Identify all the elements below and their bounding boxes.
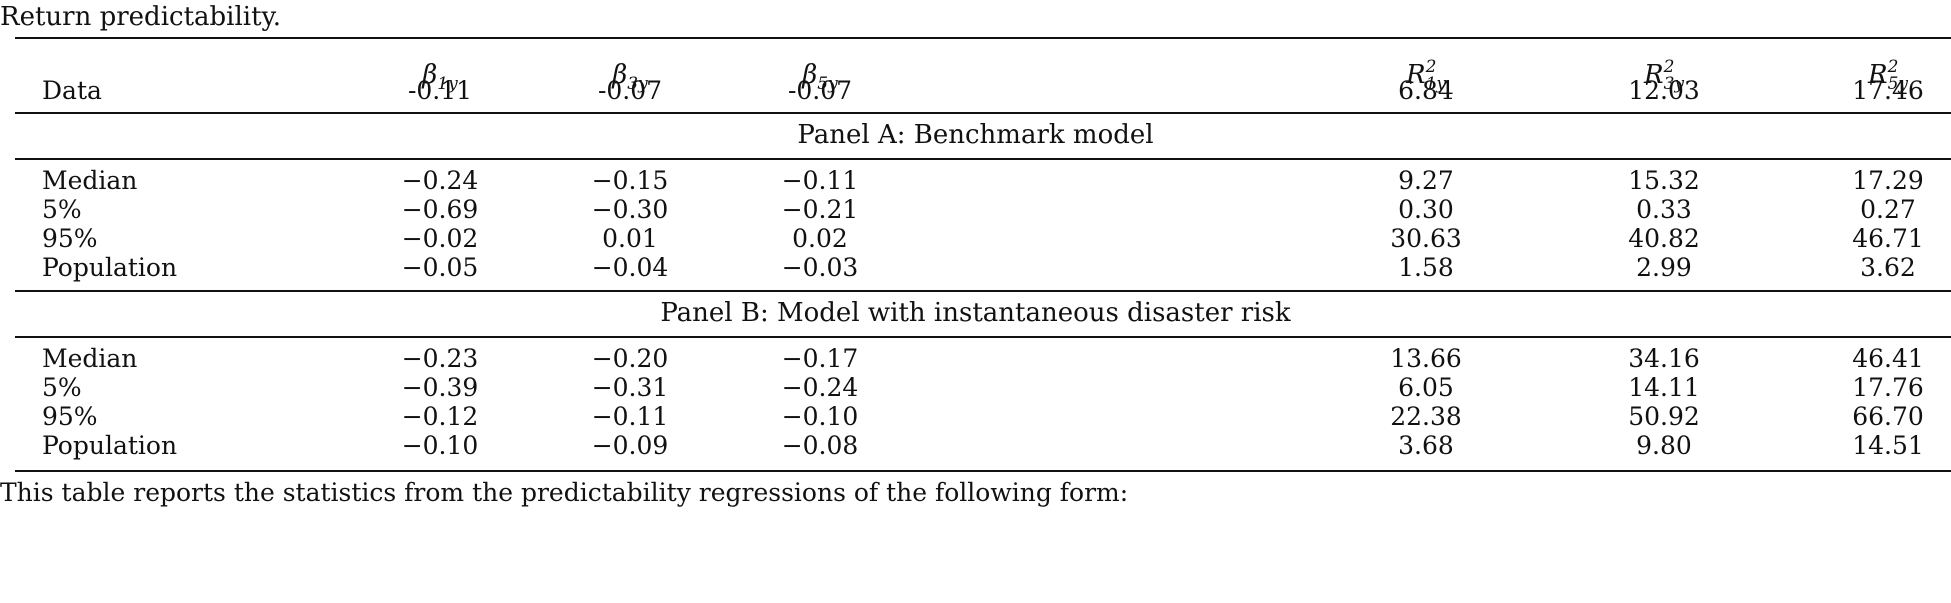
table-row: 5% −0.39 −0.31 −0.24 6.05 14.11 17.76 (0, 370, 1951, 406)
data-row: Data -0.11 -0.07 -0.07 6.84 12.03 17.46 (0, 73, 1951, 109)
table-cell: 1.58 (1398, 253, 1454, 282)
bottom-rule (15, 470, 1951, 472)
table-cell: −0.21 (781, 195, 859, 224)
table-cell: 9.80 (1636, 431, 1692, 460)
header-beta-3y: β3y (612, 60, 648, 95)
table-caption: Return predictability. (0, 2, 282, 32)
header-r2-3y: R 2 3y (1644, 57, 1684, 94)
table-cell: 50.92 (1628, 402, 1700, 431)
row-label: Population (42, 253, 178, 282)
rule-panel-a (15, 158, 1951, 160)
table-row: Population −0.10 −0.09 −0.08 3.68 9.80 1… (0, 428, 1951, 464)
table-cell: -0.11 (407, 76, 473, 105)
table-cell: -0.07 (787, 76, 853, 105)
table-cell: 6.05 (1398, 373, 1454, 402)
table-cell: −0.12 (401, 402, 479, 431)
panel-b-title: Panel B: Model with instantaneous disast… (660, 298, 1291, 328)
table-cell: 6.84 (1398, 76, 1454, 105)
panel-a-title: Panel A: Benchmark model (797, 120, 1154, 150)
table-cell: 40.82 (1628, 224, 1700, 253)
table-row: 5% −0.69 −0.30 −0.21 0.30 0.33 0.27 (0, 192, 1951, 228)
table-cell: −0.17 (781, 344, 859, 373)
table-cell: 9.27 (1398, 166, 1454, 195)
table-cell: −0.10 (401, 431, 479, 460)
row-label: Median (42, 166, 138, 195)
table-cell: 17.76 (1852, 373, 1924, 402)
table-cell: −0.24 (401, 166, 479, 195)
rule-panel-b (15, 336, 1951, 338)
row-label: 95% (42, 402, 98, 431)
table-row: Median −0.23 −0.20 −0.17 13.66 34.16 46.… (0, 341, 1951, 377)
table-cell: −0.08 (781, 431, 859, 460)
table-cell: 3.68 (1398, 431, 1454, 460)
table-cell: −0.23 (401, 344, 479, 373)
table-cell: 13.66 (1390, 344, 1462, 373)
row-label: 5% (42, 373, 82, 402)
row-label: 5% (42, 195, 82, 224)
table-cell: −0.20 (591, 344, 669, 373)
table-cell: 46.41 (1852, 344, 1924, 373)
table-row: 95% −0.02 0.01 0.02 30.63 40.82 46.71 (0, 221, 1951, 257)
row-label: 95% (42, 224, 98, 253)
header-r2-1y: R 2 1y (1406, 57, 1446, 94)
header-beta-1y: β1y (422, 60, 458, 95)
header-r2-5y: R 2 5y (1868, 57, 1908, 94)
top-rule (15, 37, 1951, 39)
table-cell: 30.63 (1390, 224, 1462, 253)
table-cell: −0.69 (401, 195, 479, 224)
table-cell: −0.04 (591, 253, 669, 282)
table-cell: 0.30 (1398, 195, 1454, 224)
row-label: Data (42, 76, 102, 105)
table-cell: 17.46 (1852, 76, 1924, 105)
table-cell: 0.33 (1636, 195, 1692, 224)
table-cell: 34.16 (1628, 344, 1700, 373)
table-row: Population −0.05 −0.04 −0.03 1.58 2.99 3… (0, 250, 1951, 286)
table-cell: −0.11 (591, 402, 669, 431)
table-cell: 66.70 (1852, 402, 1924, 431)
table-cell: 12.03 (1628, 76, 1700, 105)
table-cell: 3.62 (1860, 253, 1916, 282)
table-cell: −0.31 (591, 373, 669, 402)
header-beta-5y: β5y (802, 60, 838, 95)
table-cell: −0.30 (591, 195, 669, 224)
table-cell: 14.11 (1628, 373, 1700, 402)
table-cell: −0.39 (401, 373, 479, 402)
table-cell: −0.10 (781, 402, 859, 431)
table-footnote: This table reports the statistics from t… (0, 478, 1129, 507)
table-cell: −0.11 (781, 166, 859, 195)
table-cell: 0.02 (792, 224, 848, 253)
table-cell: −0.03 (781, 253, 859, 282)
table-cell: 0.01 (602, 224, 658, 253)
table-cell: 2.99 (1636, 253, 1692, 282)
rule-after-data (15, 112, 1951, 114)
table-row: 95% −0.12 −0.11 −0.10 22.38 50.92 66.70 (0, 399, 1951, 435)
table-cell: −0.02 (401, 224, 479, 253)
table-cell: −0.05 (401, 253, 479, 282)
table-cell: 17.29 (1852, 166, 1924, 195)
table-cell: 0.27 (1860, 195, 1916, 224)
table-cell: −0.24 (781, 373, 859, 402)
table-cell: 22.38 (1390, 402, 1462, 431)
row-label: Median (42, 344, 138, 373)
rule-after-panel-a (15, 290, 1951, 292)
table-cell: 14.51 (1852, 431, 1924, 460)
table-cell: −0.09 (591, 431, 669, 460)
table-cell: −0.15 (591, 166, 669, 195)
table-cell: -0.07 (597, 76, 663, 105)
table-cell: 15.32 (1628, 166, 1700, 195)
table-row: Median −0.24 −0.15 −0.11 9.27 15.32 17.2… (0, 163, 1951, 199)
row-label: Population (42, 431, 178, 460)
table-cell: 46.71 (1852, 224, 1924, 253)
